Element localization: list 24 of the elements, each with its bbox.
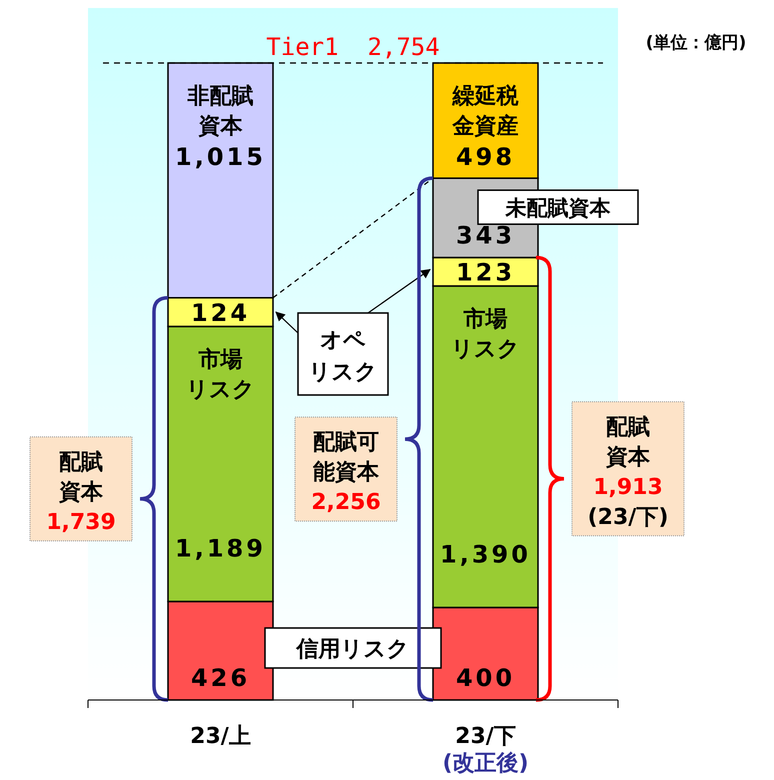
data-label: 1,015: [175, 143, 266, 171]
series-label: 信用リスク: [296, 637, 410, 662]
series-label: 非配賦資本: [186, 84, 254, 139]
series-label: 市場リスク: [186, 346, 255, 402]
data-label: 1,189: [175, 534, 266, 562]
data-label: 400: [456, 664, 516, 692]
data-label: 343: [456, 222, 516, 250]
annotation: 配賦資本 1,913 (23/下): [588, 414, 668, 530]
text: (単位：億円): [646, 33, 746, 53]
text: 市場リスク: [451, 306, 520, 362]
x-tick-label: 23/上: [190, 724, 251, 749]
data-label: 123: [456, 258, 516, 287]
data-label: 124: [190, 299, 250, 328]
annotation: 配賦可能資本 2,256: [311, 430, 381, 516]
data-label: 498: [456, 143, 516, 171]
x-tick-label: 23/下: [455, 724, 516, 749]
legend-label: オペリスク: [308, 328, 378, 385]
series-label: 未配賦資本: [504, 196, 612, 220]
data-label: 1,390: [440, 540, 531, 568]
text: (改正後): [442, 751, 529, 776]
annotation: 配賦資本 1,739: [46, 450, 116, 535]
series-label: 繰延税金資産: [452, 84, 520, 139]
ref-line-label: Tier1 2,754: [266, 33, 440, 61]
data-label: 426: [190, 664, 250, 692]
